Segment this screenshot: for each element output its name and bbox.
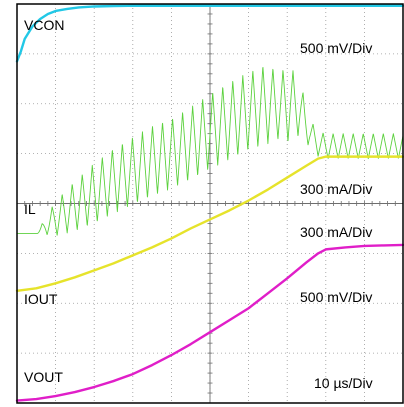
trace-vcon xyxy=(15,4,404,63)
trace-label-il: IL xyxy=(24,201,36,217)
scale-label-time: 10 µs/Div xyxy=(314,375,373,391)
traces xyxy=(15,4,404,402)
trace-label-vcon: VCON xyxy=(24,17,64,33)
scale-label-vcon: 500 mV/Div xyxy=(300,40,372,56)
trace-iout xyxy=(15,155,404,292)
scale-label-iout: 300 mA/Div xyxy=(300,224,372,240)
plot-frame xyxy=(16,3,404,404)
scale-label-vout: 500 mV/Div xyxy=(300,289,372,305)
trace-label-vout: VOUT xyxy=(24,369,63,385)
scale-label-il: 300 mA/Div xyxy=(300,181,372,197)
trace-label-iout: IOUT xyxy=(24,291,58,307)
grid xyxy=(17,4,403,403)
trace-vout xyxy=(15,243,404,402)
